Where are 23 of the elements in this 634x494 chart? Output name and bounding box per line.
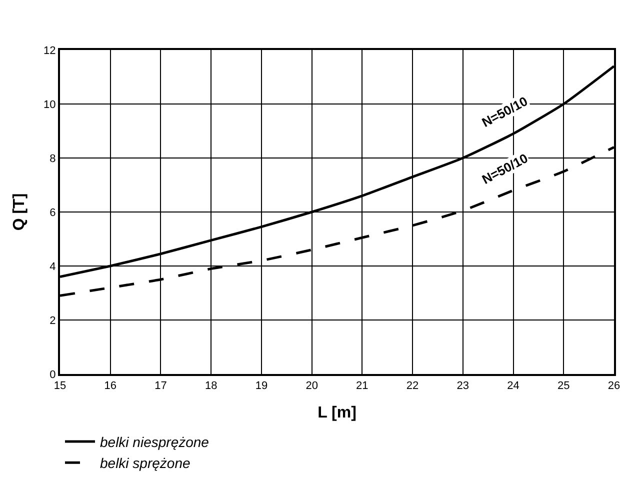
y-tick-label: 0 [50,368,56,381]
y-tick-label: 4 [50,260,56,273]
y-tick-label: 8 [50,152,56,165]
x-axis-title: L [m] [318,404,356,422]
legend-label: belki sprężone [100,455,190,472]
x-tick-label: 24 [507,380,520,392]
y-tick-label: 6 [50,206,56,219]
y-axis-title: Q [T] [10,193,28,231]
x-tick-label: 20 [306,380,318,392]
y-tick-label: 2 [50,314,56,327]
x-tick-label: 23 [456,380,470,392]
y-tick-label: 12 [44,44,56,57]
x-tick-label: 15 [54,380,66,392]
legend-label: belki niesprężone [100,434,210,450]
x-tick-label: 26 [608,380,620,392]
x-tick-label: 21 [356,380,368,392]
x-tick-label: 22 [406,380,419,392]
x-tick-label: 16 [104,380,116,392]
x-tick-label: 25 [558,380,570,392]
x-tick-label: 19 [255,380,268,392]
x-tick-label: 18 [204,380,218,392]
x-tick-label: 17 [154,380,167,392]
y-tick-label: 10 [44,98,56,111]
